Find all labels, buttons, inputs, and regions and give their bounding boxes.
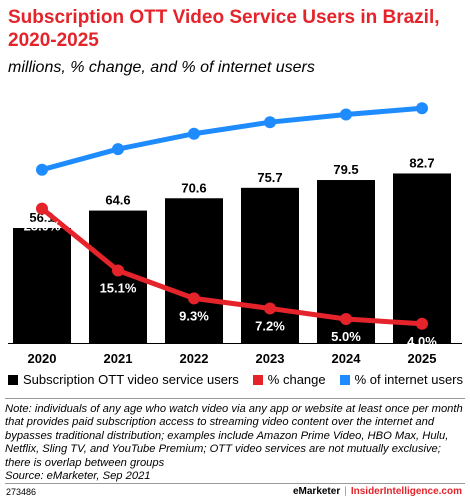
legend-item-internet: % of internet users bbox=[339, 372, 464, 387]
note-text: Note: individuals of any age who watch v… bbox=[5, 403, 463, 469]
bar-value-label-2022: 70.6 bbox=[181, 180, 206, 195]
bar-2022 bbox=[165, 198, 223, 343]
change-label-2024: 5.0% bbox=[331, 329, 361, 344]
internet-point-2022 bbox=[188, 127, 200, 140]
change-point-2022 bbox=[188, 292, 200, 305]
legend-item-change: % change bbox=[252, 372, 326, 387]
internet-label-2021: 40.4% bbox=[100, 125, 137, 140]
internet-point-2021 bbox=[112, 143, 124, 156]
footer-divider bbox=[5, 483, 465, 484]
x-tick-label-2020: 2020 bbox=[28, 351, 57, 366]
change-label-2021: 15.1% bbox=[100, 281, 137, 296]
internet-point-2025 bbox=[416, 102, 428, 115]
change-point-2023 bbox=[264, 302, 276, 315]
chart-subtitle: millions, % change, and % of internet us… bbox=[8, 59, 315, 76]
internet-label-2024: 47.6% bbox=[328, 91, 365, 106]
chart-title: Subscription OTT Video Service Users in … bbox=[8, 7, 440, 51]
change-point-2020 bbox=[36, 202, 48, 215]
legend-label-internet: % of internet users bbox=[354, 372, 464, 387]
legend: Subscription OTT video service users % c… bbox=[8, 372, 468, 387]
change-label-2025: 4.0% bbox=[407, 334, 437, 349]
legend-label-change: % change bbox=[267, 372, 326, 387]
brand-separator: | bbox=[344, 486, 347, 497]
change-label-2023: 7.2% bbox=[255, 318, 285, 333]
change-label-2022: 9.3% bbox=[179, 308, 209, 323]
internet-point-2020 bbox=[36, 163, 48, 176]
chart-note: Note: individuals of any age who watch v… bbox=[5, 398, 465, 483]
legend-item-users: Subscription OTT video service users bbox=[8, 372, 239, 387]
change-line bbox=[39, 206, 425, 327]
internet-line bbox=[39, 105, 425, 173]
internet-label-2023: 46.0% bbox=[252, 98, 289, 113]
x-tick-label-2022: 2022 bbox=[180, 351, 209, 366]
x-tick-label-2021: 2021 bbox=[104, 351, 133, 366]
change-point-2025 bbox=[416, 317, 428, 330]
bar-2020 bbox=[13, 227, 71, 343]
x-tick-label-2025: 2025 bbox=[408, 351, 437, 366]
change-point-2024 bbox=[340, 313, 352, 325]
legend-swatch-change bbox=[252, 374, 263, 385]
internet-label-2020: 36.1% bbox=[24, 146, 61, 161]
bar-value-label-2021: 64.6 bbox=[105, 193, 130, 208]
bar-2023 bbox=[241, 187, 299, 343]
x-tick-label-2023: 2023 bbox=[256, 351, 285, 366]
change-label-2020: 28.0% bbox=[24, 219, 61, 234]
source-text: Source: eMarketer, Sep 2021 bbox=[5, 470, 151, 483]
x-tick-label-2024: 2024 bbox=[332, 351, 362, 366]
legend-swatch-users bbox=[8, 374, 18, 385]
bar-value-label-2025: 82.7 bbox=[409, 155, 434, 170]
footer-brand: eMarketer | InsiderIntelligence.com bbox=[293, 486, 462, 497]
brand-insider-intelligence: InsiderIntelligence.com bbox=[350, 486, 462, 497]
legend-label-users: Subscription OTT video service users bbox=[23, 372, 239, 387]
change-point-2021 bbox=[112, 264, 124, 277]
internet-point-2024 bbox=[340, 108, 352, 121]
internet-label-2025: 48.9% bbox=[404, 84, 441, 99]
bar-2025 bbox=[393, 173, 451, 343]
brand-emarketer: eMarketer bbox=[292, 486, 341, 497]
bar-value-label-2023: 75.7 bbox=[257, 170, 282, 185]
chart-id: 273486 bbox=[6, 487, 37, 497]
bar-value-label-2024: 79.5 bbox=[333, 162, 358, 177]
internet-point-2023 bbox=[264, 116, 276, 129]
internet-label-2022: 43.6% bbox=[176, 110, 213, 125]
legend-swatch-internet bbox=[339, 374, 350, 385]
